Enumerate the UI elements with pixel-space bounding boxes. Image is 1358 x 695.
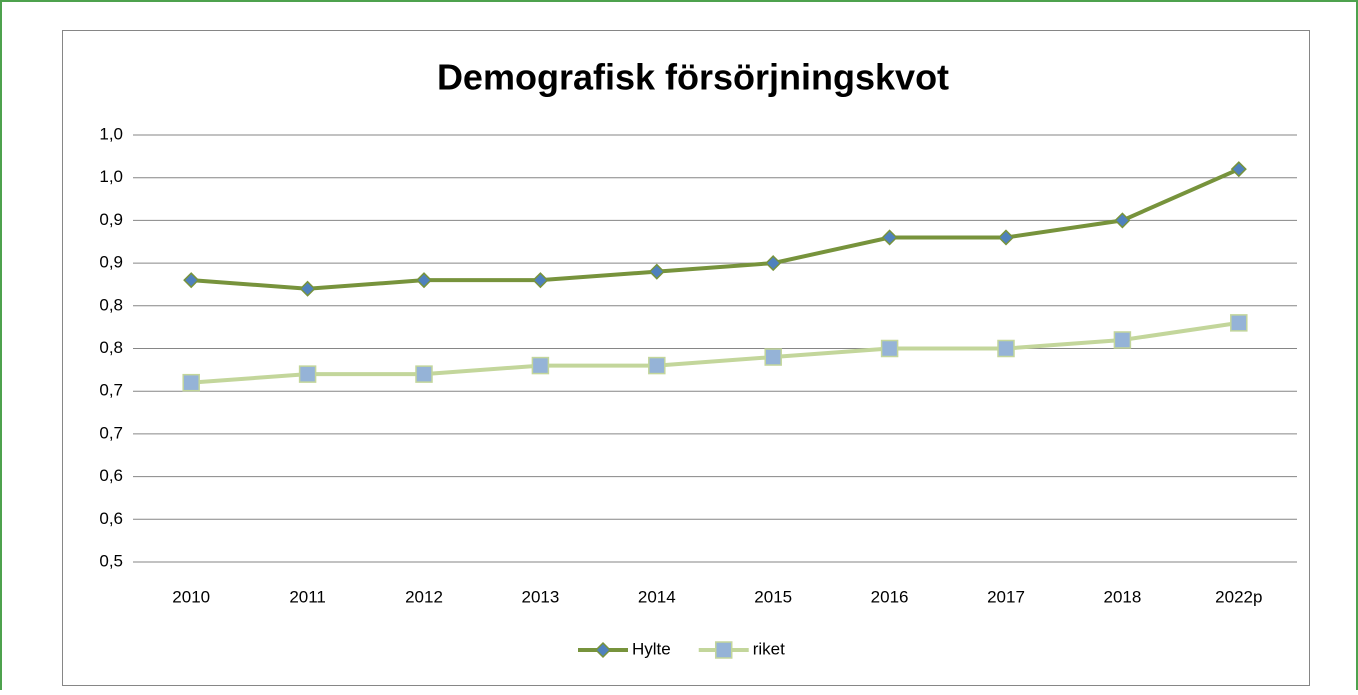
point [532,272,549,289]
point [183,272,200,289]
point [1230,314,1248,332]
x-tick-label: 2017 [987,587,1025,606]
legend-label: Hylte [632,639,671,658]
y-tick-label: 0,9 [99,253,123,272]
point [531,356,550,375]
point [881,229,898,246]
x-tick-label: 2010 [172,587,210,606]
y-tick-label: 1,0 [99,167,123,186]
y-tick-label: 0,6 [99,466,123,485]
point [648,263,665,280]
point [1230,161,1247,178]
legend-marker [594,641,612,659]
x-tick-label: 2012 [405,587,443,606]
point [997,229,1015,246]
x-tick-label: 2013 [521,587,559,606]
chart-border [62,30,1310,686]
point [299,280,316,297]
point [1114,212,1131,229]
point [880,339,899,358]
chart-title: Demografisk försörjningskvot [437,57,949,98]
y-tick-label: 0,9 [99,210,123,229]
legend-label: riket [753,639,785,658]
x-tick-label: 2016 [871,587,909,606]
y-tick-label: 0,7 [99,381,123,400]
x-tick-label: 2011 [289,587,326,606]
point [764,348,782,366]
point [298,365,317,383]
x-tick-label: 2015 [754,587,792,606]
y-tick-label: 1,0 [99,124,123,143]
point [182,373,200,392]
y-tick-label: 0,5 [99,551,123,570]
point [765,255,782,272]
point [648,356,666,375]
point [415,365,433,383]
series-line [191,167,1240,291]
series-line [191,320,1240,385]
x-tick-label: 2014 [638,587,676,606]
y-tick-label: 0,7 [99,423,123,442]
y-tick-label: 0,8 [99,295,123,314]
x-tick-label: 2022p [1215,587,1262,606]
y-tick-label: 0,8 [99,338,123,357]
x-tick-label: 2018 [1103,587,1141,606]
point [997,339,1015,358]
legend-marker [714,641,733,659]
point [1113,331,1132,349]
point [415,272,433,289]
y-tick-label: 0,6 [99,509,123,528]
